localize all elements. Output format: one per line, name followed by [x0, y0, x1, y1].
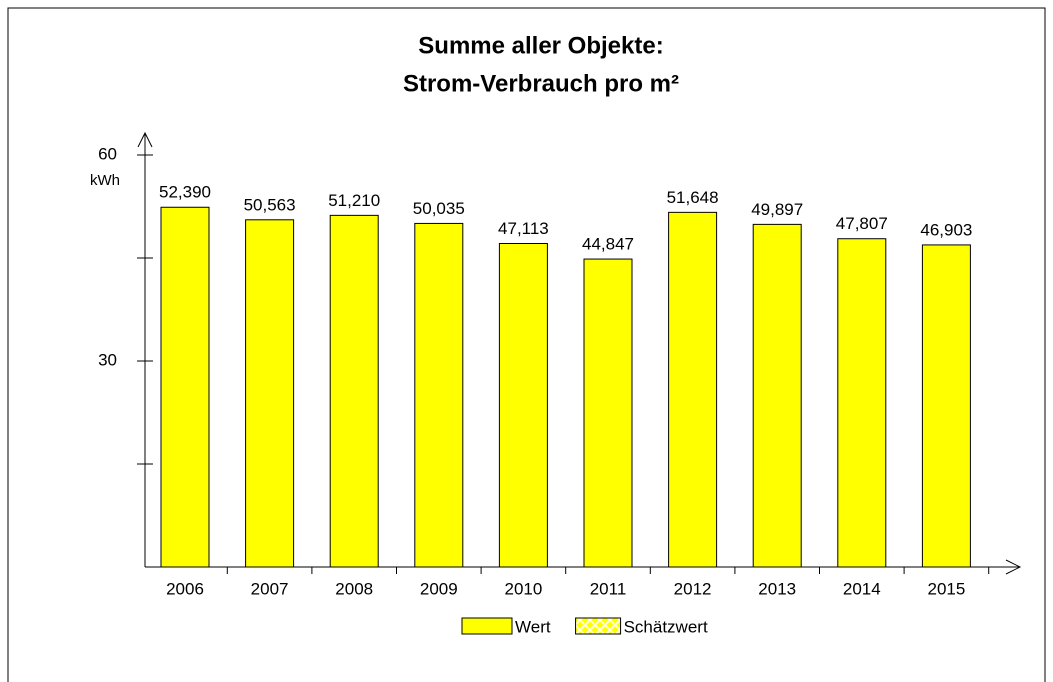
bar	[160, 206, 210, 568]
value-label: 46,903	[920, 220, 972, 239]
x-tick-label: 2012	[674, 579, 712, 598]
bar	[921, 244, 971, 568]
x-tick-label: 2010	[504, 579, 542, 598]
legend-swatch	[575, 617, 622, 635]
legend-swatch	[461, 617, 513, 635]
chart-title: Summe aller Objekte:	[418, 32, 663, 59]
bar	[414, 222, 464, 568]
value-label: 52,390	[159, 183, 211, 202]
value-label: 47,113	[498, 219, 549, 238]
x-tick-label: 2006	[166, 579, 204, 598]
value-label: 50,035	[413, 199, 465, 218]
bar	[498, 242, 548, 568]
x-tick-label: 2007	[251, 579, 289, 598]
x-tick-label: 2015	[927, 579, 965, 598]
x-tick-label: 2013	[758, 579, 796, 598]
value-label: 49,897	[751, 200, 803, 219]
legend-label: Wert	[515, 617, 551, 636]
bar	[583, 258, 633, 568]
bar	[752, 223, 802, 568]
bar	[245, 219, 295, 568]
legend-label: Schätzwert	[624, 617, 708, 636]
value-label: 51,210	[328, 191, 380, 210]
chart-title: Strom-Verbrauch pro m²	[403, 70, 679, 97]
y-axis-label: kWh	[90, 172, 120, 189]
x-tick-label: 2009	[420, 579, 458, 598]
value-label: 44,847	[582, 235, 634, 254]
frame	[7, 7, 1046, 682]
y-axis	[137, 131, 153, 567]
y-tick-label: 30	[98, 350, 117, 369]
value-label: 47,807	[836, 214, 888, 233]
x-tick-label: 2008	[335, 579, 373, 598]
y-tick-label: 60	[98, 144, 117, 163]
x-tick-label: 2011	[590, 579, 627, 598]
bar	[668, 211, 718, 568]
bar	[329, 214, 379, 568]
x-tick-label: 2014	[843, 579, 881, 598]
bar	[837, 238, 887, 568]
value-label: 51,648	[667, 188, 719, 207]
value-label: 50,563	[244, 195, 296, 214]
